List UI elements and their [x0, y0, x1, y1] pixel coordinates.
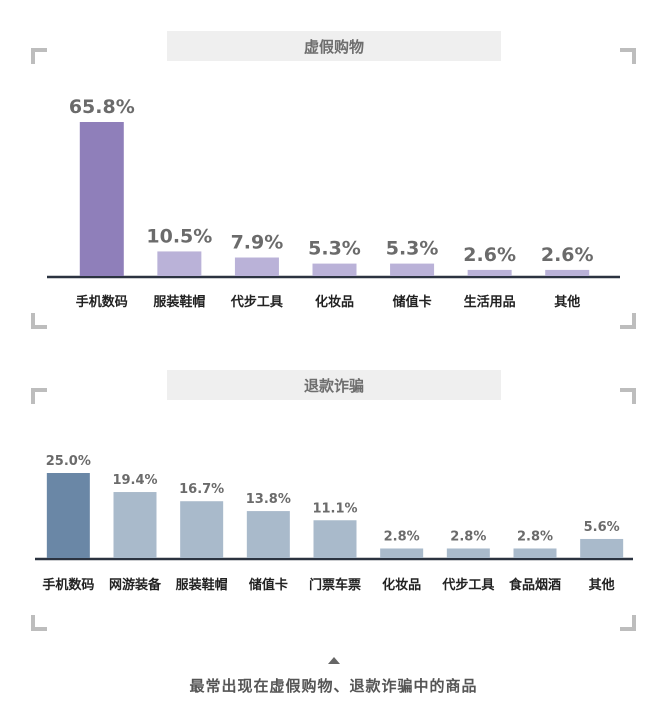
bar	[390, 263, 435, 276]
bar-value-label: 5.6%	[584, 520, 620, 535]
frame-corner-top-right-2	[620, 388, 636, 404]
category-label: 手机数码	[76, 294, 128, 310]
bar-value-label: 10.5%	[146, 225, 212, 247]
category-label: 生活用品	[464, 294, 516, 310]
category-label: 化妆品	[315, 294, 354, 310]
bar	[113, 492, 157, 558]
category-label: 手机数码	[42, 577, 94, 593]
bar	[446, 548, 490, 558]
bar-value-label: 13.8%	[246, 492, 291, 507]
category-label: 其他	[554, 294, 580, 310]
caret-up-icon	[328, 657, 340, 664]
category-label: 代步工具	[441, 577, 494, 593]
bar-value-label: 5.3%	[386, 238, 439, 260]
frame-corner-top-left	[31, 48, 47, 64]
bar	[380, 548, 424, 558]
bar	[545, 269, 590, 276]
bar-value-label: 2.8%	[384, 529, 420, 544]
bar-value-label: 2.6%	[541, 244, 594, 266]
bar	[79, 122, 124, 276]
category-label: 储值卡	[392, 294, 432, 310]
bar-value-label: 2.6%	[463, 244, 516, 266]
bar-value-label: 2.8%	[450, 529, 486, 544]
bar	[46, 473, 90, 558]
category-label: 食品烟酒	[509, 577, 561, 593]
chart-2-title: 退款诈骗	[167, 370, 501, 400]
bar	[312, 263, 357, 276]
chart-1-svg: 65.8% 手机数码 10.5% 服装鞋帽 7.9% 代步工具 5.3% 化妆品 5.3% 储值卡…	[47, 96, 620, 310]
bar-value-label: 19.4%	[112, 473, 157, 488]
bar	[513, 548, 557, 558]
bar-value-label: 25.0%	[46, 454, 91, 469]
footer-caption: 最常出现在虚假购物、退款诈骗中的商品	[189, 677, 478, 695]
bar-value-label: 11.1%	[312, 501, 357, 516]
bar-value-label: 7.9%	[231, 232, 284, 254]
frame-corner-bottom-left-2	[31, 615, 47, 631]
bar	[313, 520, 357, 558]
bar	[467, 269, 512, 276]
chart-2-svg: 25.0% 手机数码 19.4% 网游装备 16.7% 服装鞋帽 13.8% 储值卡 11.1%…	[35, 454, 633, 593]
bar-value-label: 16.7%	[179, 482, 224, 497]
bar	[246, 511, 290, 558]
frame-corner-bottom-left	[31, 313, 47, 329]
bar	[580, 538, 624, 558]
bar	[180, 501, 224, 558]
chart-1-title: 虚假购物	[167, 31, 501, 61]
frame-corner-bottom-right-2	[620, 615, 636, 631]
bar	[157, 251, 202, 276]
bar	[234, 257, 279, 276]
frame-corner-top-left-2	[31, 388, 47, 404]
bar-value-label: 65.8%	[69, 96, 135, 118]
frame-corner-top-right	[620, 48, 636, 64]
category-label: 化妆品	[382, 577, 421, 593]
category-label: 其他	[589, 577, 615, 593]
category-label: 储值卡	[248, 577, 288, 593]
category-label: 门票车票	[309, 577, 361, 593]
category-label: 代步工具	[230, 294, 283, 310]
category-label: 网游装备	[109, 577, 162, 593]
bar-value-label: 2.8%	[517, 529, 553, 544]
category-label: 服装鞋帽	[176, 577, 228, 593]
category-label: 服装鞋帽	[153, 294, 205, 310]
frame-corner-bottom-right	[620, 313, 636, 329]
bar-value-label: 5.3%	[308, 238, 361, 260]
